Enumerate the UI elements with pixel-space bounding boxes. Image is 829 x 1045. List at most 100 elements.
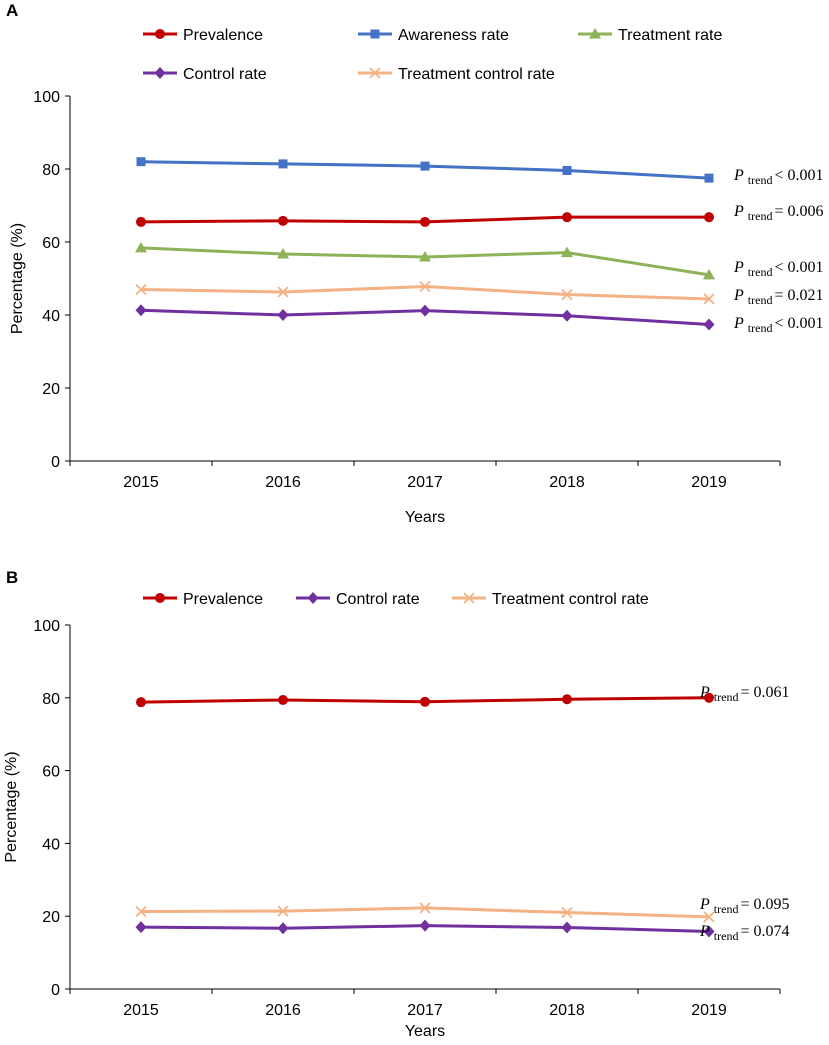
data-point (419, 919, 431, 932)
x-tick-label: 2019 (691, 1002, 727, 1019)
x-tick-label: 2016 (265, 1002, 301, 1019)
legend-label: Prevalence (183, 27, 263, 44)
legend-item: Treatment rate (578, 27, 722, 44)
panel-b: B Prevalence Control rate Treatment control… (3, 568, 789, 1040)
p-trend-value: < 0.001 (774, 167, 823, 184)
legend-item: Prevalence (143, 591, 263, 608)
legend-item: Prevalence (143, 27, 263, 44)
data-point (277, 248, 289, 259)
p-trend-stat: P (733, 203, 744, 220)
panel-label: B (6, 568, 18, 587)
data-point (277, 309, 289, 321)
p-trend-value: < 0.001 (774, 259, 823, 276)
x-axis-title: Years (405, 509, 445, 526)
x-tick-label: 2016 (265, 474, 301, 491)
legend-label: Control rate (336, 591, 420, 608)
data-point (136, 697, 146, 708)
legend-item: Treatment control rate (358, 66, 555, 83)
data-point (419, 250, 431, 262)
data-point (703, 293, 715, 305)
legend-marker (155, 29, 165, 39)
legend-item: Control rate (296, 591, 420, 608)
y-tick-label: 20 (42, 381, 60, 398)
p-trend-value: = 0.074 (740, 923, 789, 940)
data-point (703, 318, 715, 331)
p-trend-sub: trend (714, 929, 739, 943)
legend-label: Control rate (183, 66, 267, 83)
legend-marker (370, 29, 380, 39)
y-tick-label: 20 (42, 909, 60, 926)
p-trend-stat: P (733, 315, 744, 332)
legend-item: Treatment control rate (452, 591, 649, 608)
data-point (135, 921, 147, 934)
p-trend-value: = 0.006 (774, 203, 823, 220)
data-point (562, 212, 572, 223)
y-tick-label: 80 (42, 691, 60, 708)
data-point (561, 906, 573, 919)
data-point (419, 280, 431, 293)
series-line (140, 285, 710, 301)
p-trend-value: = 0.021 (774, 287, 823, 304)
x-tick-label: 2019 (691, 474, 727, 491)
p-trend-stat: P (733, 259, 744, 276)
axes: 0 20 40 60 80 100 2015 2016 2017 2018 2019 (33, 618, 781, 1019)
data-point (704, 173, 714, 183)
y-tick-label: 80 (42, 162, 60, 179)
data-point (703, 911, 715, 923)
p-trend-sub: trend (748, 209, 773, 223)
p-trend-value: = 0.095 (740, 896, 789, 913)
p-trend-sub: trend (748, 321, 773, 335)
y-tick-label: 0 (51, 454, 60, 471)
y-axis-title: Percentage (%) (9, 223, 26, 334)
data-point (278, 215, 288, 226)
data-point (704, 212, 714, 223)
legend-label: Awareness rate (398, 27, 509, 44)
panel-label: A (6, 1, 18, 20)
x-tick-label: 2015 (123, 1002, 159, 1019)
p-trend-sub: trend (748, 265, 773, 279)
legend-marker (155, 593, 165, 603)
legend-marker (589, 28, 601, 39)
p-trend-stat: P (699, 923, 710, 940)
data-point (135, 304, 147, 317)
data-point (136, 216, 146, 227)
legend-label: Treatment control rate (398, 66, 555, 83)
legend-label: Treatment control rate (492, 591, 649, 608)
data-point (420, 696, 430, 707)
data-point (420, 161, 430, 171)
data-point (704, 692, 714, 703)
p-trend-sub: trend (714, 902, 739, 916)
p-trend-sub: trend (748, 293, 773, 307)
panel-a: A Prevalence Awareness rate Treatment rate C… (6, 1, 823, 526)
data-point (561, 309, 573, 322)
p-trend-stat: P (699, 684, 710, 701)
data-point (419, 902, 431, 914)
x-tick-label: 2017 (407, 1002, 443, 1019)
x-tick-label: 2018 (549, 1002, 585, 1019)
data-point (277, 905, 289, 917)
data-point (135, 283, 147, 296)
axes: 0 20 40 60 80 100 2015 2016 2017 2018 2019 (33, 89, 781, 491)
x-tick-label: 2017 (407, 474, 443, 491)
legend-marker (307, 592, 319, 604)
y-tick-label: 100 (33, 89, 60, 106)
data-point (420, 216, 430, 227)
legend: Prevalence Control rate Treatment control … (143, 591, 649, 608)
data-point (562, 165, 572, 175)
p-trend-value: < 0.001 (774, 315, 823, 332)
y-tick-label: 60 (42, 764, 60, 781)
y-tick-label: 40 (42, 836, 60, 853)
y-tick-label: 60 (42, 235, 60, 252)
